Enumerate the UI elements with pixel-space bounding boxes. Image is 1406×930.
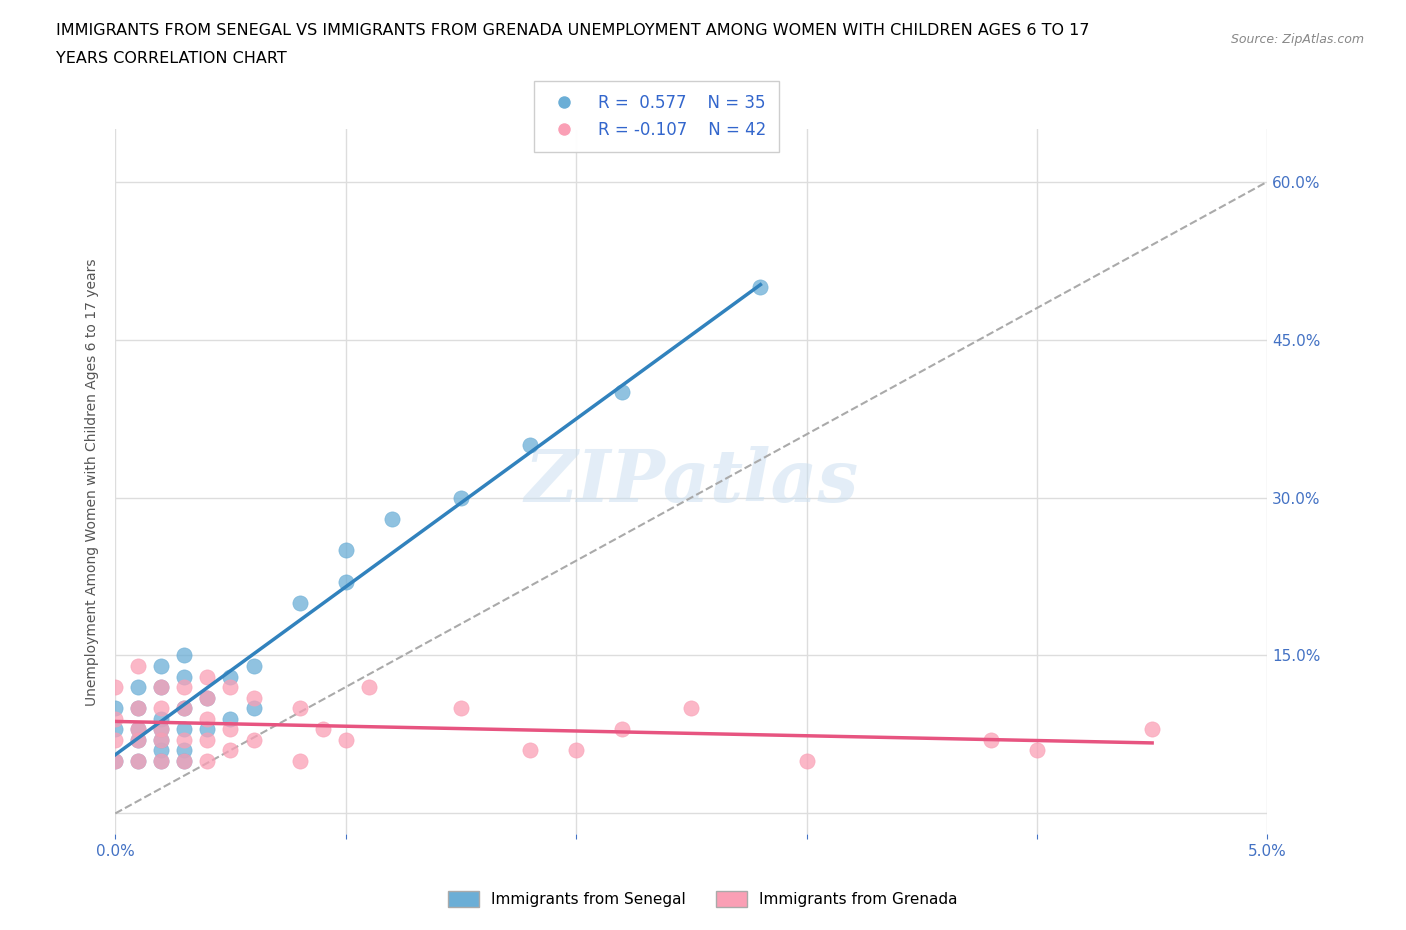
Point [127, 753, 149, 768]
Point [519, 743, 541, 758]
Point [519, 437, 541, 452]
Point [1140, 722, 1163, 737]
Point [104, 753, 127, 768]
Point [288, 700, 311, 715]
Point [127, 700, 149, 715]
Text: ZIPatlas: ZIPatlas [524, 446, 859, 517]
Point [450, 700, 472, 715]
Y-axis label: Unemployment Among Women with Children Ages 6 to 17 years: Unemployment Among Women with Children A… [86, 258, 100, 706]
Point [335, 543, 357, 558]
Point [127, 658, 149, 673]
Point [127, 680, 149, 695]
Point [242, 658, 264, 673]
Point [242, 732, 264, 747]
Point [219, 722, 242, 737]
Point [197, 690, 219, 705]
Point [150, 711, 173, 726]
Point [104, 753, 127, 768]
Point [127, 722, 149, 737]
Point [127, 732, 149, 747]
Text: IMMIGRANTS FROM SENEGAL VS IMMIGRANTS FROM GRENADA UNEMPLOYMENT AMONG WOMEN WITH: IMMIGRANTS FROM SENEGAL VS IMMIGRANTS FR… [56, 23, 1090, 38]
Point [150, 680, 173, 695]
Point [612, 722, 634, 737]
Point [104, 722, 127, 737]
Point [150, 700, 173, 715]
Point [104, 680, 127, 695]
Point [311, 722, 333, 737]
Point [173, 700, 195, 715]
Point [173, 680, 195, 695]
Point [150, 680, 173, 695]
Point [127, 753, 149, 768]
Point [197, 753, 219, 768]
Point [104, 711, 127, 726]
Point [288, 595, 311, 610]
Point [150, 732, 173, 747]
Point [242, 690, 264, 705]
Point [749, 280, 772, 295]
Point [173, 753, 195, 768]
Text: Source: ZipAtlas.com: Source: ZipAtlas.com [1230, 33, 1364, 46]
Point [127, 732, 149, 747]
Legend: Immigrants from Senegal, Immigrants from Grenada: Immigrants from Senegal, Immigrants from… [443, 884, 963, 913]
Point [197, 711, 219, 726]
Point [357, 680, 380, 695]
Point [104, 732, 127, 747]
Point [1026, 743, 1049, 758]
Point [219, 743, 242, 758]
Point [612, 385, 634, 400]
Point [104, 700, 127, 715]
Point [242, 700, 264, 715]
Point [173, 753, 195, 768]
Point [127, 700, 149, 715]
Point [381, 512, 404, 526]
Point [335, 575, 357, 590]
Point [150, 743, 173, 758]
Point [127, 722, 149, 737]
Point [197, 669, 219, 684]
Point [197, 722, 219, 737]
Text: YEARS CORRELATION CHART: YEARS CORRELATION CHART [56, 51, 287, 66]
Point [219, 669, 242, 684]
Point [796, 753, 818, 768]
Point [219, 680, 242, 695]
Point [150, 732, 173, 747]
Point [197, 690, 219, 705]
Point [980, 732, 1002, 747]
Point [150, 722, 173, 737]
Point [565, 743, 588, 758]
Point [173, 732, 195, 747]
Point [173, 700, 195, 715]
Point [288, 753, 311, 768]
Legend: R =  0.577    N = 35, R = -0.107    N = 42: R = 0.577 N = 35, R = -0.107 N = 42 [534, 81, 779, 152]
Point [173, 648, 195, 663]
Point [150, 753, 173, 768]
Point [681, 700, 703, 715]
Point [173, 743, 195, 758]
Point [150, 753, 173, 768]
Point [197, 732, 219, 747]
Point [173, 669, 195, 684]
Point [173, 722, 195, 737]
Point [150, 722, 173, 737]
Point [150, 658, 173, 673]
Point [335, 732, 357, 747]
Point [450, 490, 472, 505]
Point [219, 711, 242, 726]
